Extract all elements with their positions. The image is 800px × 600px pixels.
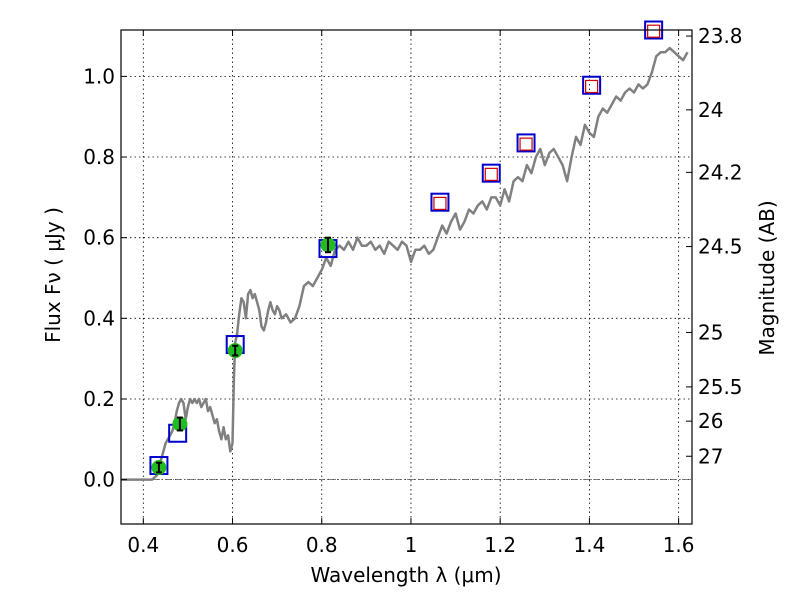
magnitude-tick-label: 24.5 <box>698 235 743 259</box>
model-photometry-square <box>582 75 602 95</box>
tick-labels: 0.4 0.6 0.8 1 1.2 1.4 1.6 0.0 0.2 0.4 0.6 0.8 1.0 23.… <box>83 24 742 557</box>
y-axis-label-right: Magnitude (AB) <box>755 200 779 355</box>
upper-limit-marker <box>484 167 498 181</box>
y-tick-label: 0.6 <box>83 226 115 250</box>
y-tick-label: 1.0 <box>83 64 115 88</box>
x-tick-label: 0.8 <box>306 533 338 557</box>
y-axis-label-left: Flux Fν ( μJy ) <box>41 207 65 343</box>
plot-frame <box>120 29 693 525</box>
upper-limit-marker <box>519 137 533 151</box>
y-tick-label: 0.4 <box>83 306 115 330</box>
magnitude-tick-label: 25 <box>698 320 723 344</box>
model-photometry-square <box>516 133 536 153</box>
grid-lines <box>121 30 692 524</box>
y-tick-label: 0.2 <box>83 387 115 411</box>
x-axis-label: Wavelength λ (μm) <box>310 563 501 587</box>
data-layer <box>121 20 689 481</box>
magnitude-tick-label: 27 <box>698 444 723 468</box>
x-tick-label: 1 <box>405 533 418 557</box>
upper-limit-marker <box>433 196 447 211</box>
y-tick-label: 0.8 <box>83 145 115 169</box>
magnitude-tick-label: 26 <box>698 409 723 433</box>
model-spectrum-line <box>121 46 689 481</box>
tick-marks <box>121 30 692 524</box>
x-tick-label: 0.6 <box>217 533 249 557</box>
magnitude-tick-label: 25.5 <box>698 375 743 399</box>
x-tick-label: 1.4 <box>573 533 605 557</box>
magnitude-tick-label: 24 <box>698 98 723 122</box>
upper-limit-marker <box>585 79 599 94</box>
magnitude-tick-label: 23.8 <box>698 24 743 48</box>
magnitude-tick-label: 24.2 <box>698 160 743 184</box>
model-photometry-square <box>430 192 450 212</box>
x-tick-label: 1.2 <box>484 533 516 557</box>
y-tick-label: 0.0 <box>83 468 115 492</box>
x-tick-label: 0.4 <box>127 533 159 557</box>
model-photometry-square <box>481 163 501 183</box>
x-tick-label: 1.6 <box>663 533 695 557</box>
upper-limit-marker <box>647 24 661 38</box>
